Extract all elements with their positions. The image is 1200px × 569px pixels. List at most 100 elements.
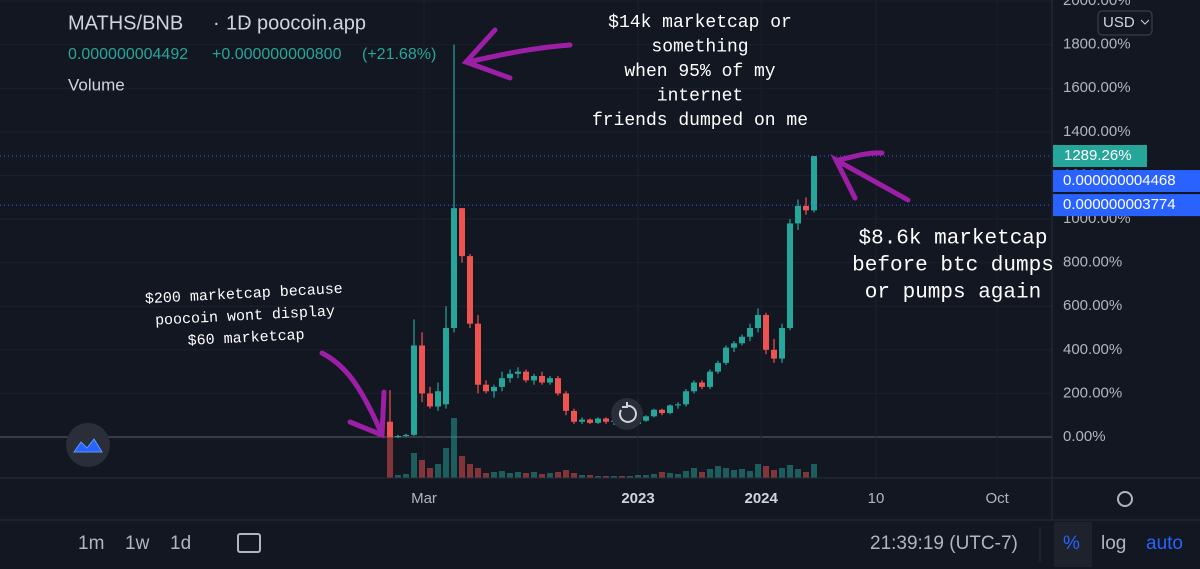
annotation-line: $8.6k marketcap [858, 228, 1047, 251]
logo-icon [73, 438, 103, 453]
candle-body [507, 373, 513, 379]
range-button[interactable]: 1m [78, 533, 104, 554]
candle-body [515, 371, 521, 374]
settings-icon[interactable] [1117, 491, 1133, 507]
mode-button[interactable]: auto [1146, 533, 1183, 554]
candle-body [803, 205, 809, 211]
date-range-icon[interactable] [237, 533, 261, 553]
arrow [319, 350, 387, 439]
volume-bar [619, 476, 625, 478]
volume-bar [811, 464, 817, 478]
candle-body [483, 384, 489, 392]
x-tick-label: 2024 [745, 490, 779, 507]
currency-button[interactable] [1097, 10, 1153, 36]
candle-body [771, 349, 777, 359]
volume-bar [451, 418, 457, 478]
chevron [1140, 19, 1150, 25]
volume-bar [467, 464, 473, 478]
y-tick-label: 1800.00% [1063, 36, 1131, 53]
candle-body [427, 393, 433, 407]
candle-body [739, 336, 745, 344]
dot: · [243, 12, 250, 34]
volume-bar [419, 460, 425, 478]
annotation-line: something [651, 37, 748, 57]
annotation-line: when 95% of my [624, 62, 775, 82]
candle-body [691, 382, 697, 392]
y-tick-label: 0.00% [1063, 428, 1106, 445]
last-price: 0.000000004492 [68, 46, 188, 63]
candle-body [571, 410, 577, 422]
y-tick-label: 1600.00% [1063, 79, 1131, 96]
volume-bar [523, 473, 529, 478]
logo[interactable] [66, 423, 110, 467]
y-tick-label: 600.00% [1063, 297, 1122, 314]
volume-bar [723, 468, 729, 478]
volume-bar [515, 472, 521, 478]
candle-body [651, 409, 657, 417]
candle-body [755, 314, 761, 329]
volume-bar [603, 476, 609, 478]
volume-bar [547, 473, 553, 478]
price-badge-label: 0.000000003774 [1063, 196, 1176, 213]
volume-bar [459, 456, 465, 478]
currency[interactable]: USD [1103, 14, 1135, 31]
annotation: $14k marketcap or something when 95% of my… [592, 13, 808, 131]
volume-bar [539, 474, 545, 478]
volume-bar [683, 471, 689, 478]
candle-body [667, 405, 673, 414]
volume-bar [491, 472, 497, 478]
volume-bar [635, 475, 641, 478]
replay-button[interactable] [611, 398, 643, 430]
volume-bar [411, 453, 417, 478]
range-button[interactable]: 1d [170, 533, 191, 554]
candle-body [459, 208, 465, 257]
volume-bar [483, 473, 489, 478]
grid [0, 436, 1052, 438]
x-tick-label: Oct [986, 490, 1010, 507]
volume-bar [427, 468, 433, 478]
candle-body [747, 328, 753, 337]
volume-bar [611, 476, 617, 478]
plot [0, 44, 1052, 478]
annotation-line: or pumps again [865, 282, 1041, 305]
clock: 21:39:19 (UTC-7) [870, 533, 1018, 554]
mode-active [1054, 522, 1092, 567]
volume-bar [763, 466, 769, 478]
annotation-line: internet [657, 86, 743, 106]
mode-button[interactable]: log [1101, 533, 1126, 554]
y-tick-label: 800.00% [1063, 254, 1122, 271]
mode-button[interactable]: % [1063, 533, 1080, 554]
price-badge-label: 0.000000004468 [1063, 172, 1176, 189]
volume-bar [443, 448, 449, 478]
price-badge [1053, 194, 1200, 217]
volume-bar [587, 475, 593, 478]
candle-body [555, 378, 561, 394]
source: poocoin.app [257, 12, 366, 34]
change-pct: (+21.68%) [362, 46, 436, 63]
candle-body [699, 382, 705, 387]
y-tick-label: 200.00% [1063, 384, 1122, 401]
candle-body [395, 435, 401, 438]
candle-body [547, 378, 553, 383]
candle-body [707, 371, 713, 387]
volume-bar [667, 473, 673, 478]
dot: · [213, 12, 220, 34]
range-button[interactable]: 1w [125, 533, 150, 554]
candle-body [763, 314, 769, 350]
candle-body [723, 347, 729, 363]
x-tick-label: 2023 [621, 490, 654, 507]
volume-bar [795, 469, 801, 478]
candle-body [643, 416, 649, 421]
volume-bar [475, 468, 481, 478]
volume-bar [651, 474, 657, 478]
candle-body [779, 328, 785, 359]
volume-bar [747, 471, 753, 478]
candle-body [411, 345, 417, 435]
y-tick-label: 1400.00% [1063, 123, 1131, 140]
candle-body [715, 362, 721, 372]
candle-body [595, 418, 601, 423]
volume-bar [435, 464, 441, 478]
axes: 0.00%200.00%400.00%600.00%800.00%1000.00… [411, 0, 1200, 507]
volume-bar [787, 465, 793, 478]
